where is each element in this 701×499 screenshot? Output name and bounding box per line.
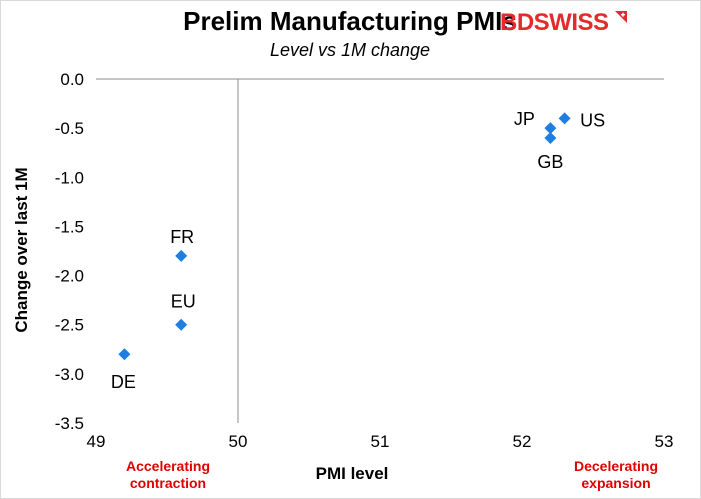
data-point-label: DE: [111, 372, 136, 392]
axes-layer: [96, 78, 664, 423]
data-point-marker: [544, 122, 557, 135]
y-tick-label: -3.5: [55, 414, 84, 433]
y-tick-label: -2.0: [55, 267, 84, 286]
logo-text-swiss: SWISS: [533, 9, 609, 36]
chart-title: Prelim Manufacturing PMIs: [183, 6, 517, 36]
x-tick-label: 51: [371, 432, 390, 451]
y-tick-label: -1.5: [55, 217, 84, 236]
y-tick-label: 0.0: [60, 70, 84, 89]
data-point-label: GB: [537, 152, 563, 172]
annotation-accelerating-contraction: Accelerating contraction: [125, 458, 211, 491]
point-labels-layer: JP US GB FR EU DE: [111, 109, 605, 392]
x-tick-label: 50: [229, 432, 248, 451]
swiss-flag-icon: [614, 11, 627, 23]
y-tick-label: -0.5: [55, 119, 84, 138]
data-point-marker: [175, 318, 188, 331]
data-point-marker: [118, 348, 131, 361]
y-tick-label: -1.0: [55, 168, 84, 187]
y-tick-label: -3.0: [55, 365, 84, 384]
points-layer: [118, 112, 571, 361]
chart-subtitle: Level vs 1M change: [269, 40, 431, 60]
x-axis-label: PMI level: [315, 464, 389, 483]
logo-text-bd: BD: [500, 9, 534, 36]
data-point-marker: [558, 112, 571, 125]
data-point-label: FR: [170, 227, 194, 247]
x-tick-label: 52: [513, 432, 532, 451]
x-tick-label: 53: [655, 432, 674, 451]
data-point-marker: [175, 249, 188, 262]
data-point-label: JP: [514, 109, 535, 129]
y-axis-label: Change over last 1M: [12, 167, 31, 333]
y-tick-label: -2.5: [55, 316, 84, 335]
annotation-decelerating-expansion: Decelerating expansion: [573, 458, 659, 491]
data-point-marker: [544, 131, 557, 144]
bdswiss-logo: BD SWISS: [500, 8, 630, 38]
tick-labels-layer: 0.0 -0.5 -1.0 -1.5 -2.0 -2.5 -3.0 -3.549 50 51 52 5…: [55, 70, 674, 451]
data-point-label: EU: [171, 292, 196, 312]
x-tick-label: 49: [87, 432, 106, 451]
data-point-label: US: [580, 110, 605, 130]
